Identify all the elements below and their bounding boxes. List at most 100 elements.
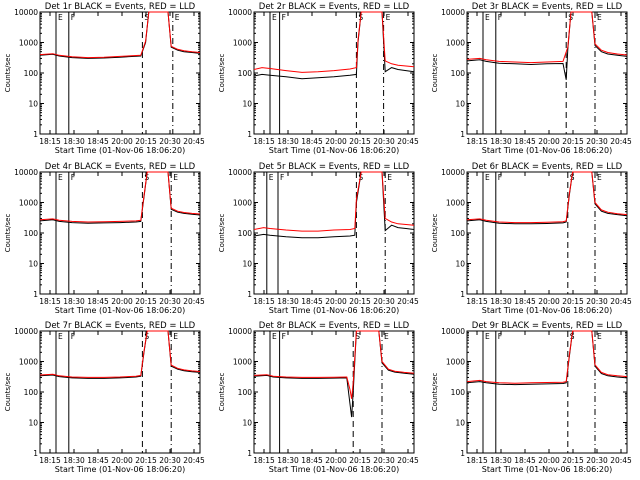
event-marker-letter: F <box>498 13 502 22</box>
y-tick-label: 1 <box>33 449 38 458</box>
y-tick-label: 1 <box>460 290 465 299</box>
x-tick-label: 18:30 <box>277 297 299 306</box>
x-tick-label: 20:45 <box>610 456 632 465</box>
x-tick-label: 20:30 <box>586 137 608 146</box>
event-marker-letter: E <box>272 13 277 22</box>
plot-frame <box>39 330 201 454</box>
event-marker-letter: F <box>498 332 502 341</box>
y-tick-label: 10 <box>455 419 465 428</box>
series-lld-line <box>253 330 415 399</box>
plot-frame <box>39 171 201 295</box>
y-axis-label: Counts/sec <box>218 373 226 412</box>
y-tick-label: 100 <box>24 388 39 397</box>
panel-title: Det 5r BLACK = Events, RED = LLD <box>259 162 410 172</box>
y-tick-label: 1000 <box>233 39 252 48</box>
chart-panel: Det 8r BLACK = Events, RED = LLD 1 10 100 10… <box>218 321 419 474</box>
event-marker-letter: E <box>173 173 178 182</box>
y-tick-label: 10000 <box>441 168 465 177</box>
event-marker-letter: E <box>387 173 392 182</box>
y-tick-label: 100 <box>451 229 466 238</box>
y-tick-label: 1000 <box>446 199 465 208</box>
x-tick-label: 18:15 <box>39 456 61 465</box>
series-events-line <box>253 330 415 418</box>
series-lld-line <box>39 11 201 59</box>
x-tick-label: 18:45 <box>87 456 109 465</box>
panel-title: Det 3r BLACK = Events, RED = LLD <box>472 2 623 12</box>
event-marker-letter: E <box>173 332 178 341</box>
y-tick-label: 1000 <box>19 39 38 48</box>
y-tick-label: 1000 <box>233 199 252 208</box>
x-tick-label: 20:45 <box>610 137 632 146</box>
y-tick-label: 10 <box>28 419 38 428</box>
y-tick-label: 1000 <box>19 199 38 208</box>
event-marker-letter: F <box>71 173 75 182</box>
series-events-line <box>466 330 628 386</box>
x-tick-label: 20:00 <box>111 297 133 306</box>
series-lld-line <box>253 171 415 232</box>
y-tick-label: 10000 <box>228 8 252 17</box>
chart-panel: Det 7r BLACK = Events, RED = LLD 1 10 100 10… <box>4 321 205 474</box>
event-marker-letter: E <box>485 332 490 341</box>
y-tick-label: 1 <box>460 449 465 458</box>
y-tick-label: 10000 <box>441 327 465 336</box>
event-marker-letter: E <box>58 173 63 182</box>
event-marker-letter: E <box>485 173 490 182</box>
x-tick-label: 20:30 <box>373 456 395 465</box>
x-tick-label: 20:15 <box>562 456 584 465</box>
panel-title: Det 7r BLACK = Events, RED = LLD <box>45 321 196 331</box>
x-tick-label: 18:45 <box>514 137 536 146</box>
x-tick-label: 18:15 <box>253 297 275 306</box>
x-tick-label: 18:45 <box>514 456 536 465</box>
y-tick-label: 10 <box>28 260 38 269</box>
plot-frame <box>466 330 628 454</box>
series-lld-line <box>466 330 628 384</box>
event-marker-letter: F <box>280 173 284 182</box>
x-tick-label: 20:30 <box>586 297 608 306</box>
x-tick-label: 20:15 <box>349 297 371 306</box>
x-tick-label: 18:45 <box>301 137 323 146</box>
x-tick-label: 20:00 <box>538 456 560 465</box>
x-tick-label: 20:15 <box>135 137 157 146</box>
plot-frame <box>466 171 628 295</box>
x-tick-label: 18:15 <box>39 297 61 306</box>
event-marker-letter: E <box>597 13 602 22</box>
x-tick-label: 20:30 <box>373 297 395 306</box>
x-tick-label: 20:45 <box>397 137 419 146</box>
x-tick-label: 18:45 <box>301 297 323 306</box>
x-tick-label: 20:00 <box>538 297 560 306</box>
series-lld-line <box>39 330 201 378</box>
x-tick-label: 20:30 <box>159 137 181 146</box>
panel-title: Det 1r BLACK = Events, RED = LLD <box>45 2 196 12</box>
series-events-line <box>466 11 628 80</box>
y-tick-label: 1 <box>247 449 252 458</box>
event-marker-letter: E <box>58 332 63 341</box>
x-axis-label: Start Time (01-Nov-06 18:06:20) <box>55 306 185 315</box>
x-tick-label: 18:15 <box>253 456 275 465</box>
chart-panel: Det 5r BLACK = Events, RED = LLD 1 10 100 10… <box>218 162 419 315</box>
y-tick-label: 10000 <box>14 327 38 336</box>
plot-frame <box>253 330 415 454</box>
x-tick-label: 20:00 <box>538 137 560 146</box>
x-tick-label: 20:15 <box>349 137 371 146</box>
x-tick-label: 20:15 <box>135 456 157 465</box>
y-tick-label: 100 <box>24 229 39 238</box>
x-tick-label: 20:15 <box>562 297 584 306</box>
y-tick-label: 1 <box>247 290 252 299</box>
y-axis-label: Counts/sec <box>431 214 439 253</box>
y-tick-label: 10 <box>455 100 465 109</box>
y-axis-label: Counts/sec <box>218 54 226 93</box>
series-events-line <box>253 11 415 80</box>
y-tick-label: 1 <box>247 130 252 139</box>
y-tick-label: 1000 <box>19 358 38 367</box>
x-tick-label: 20:45 <box>183 297 205 306</box>
event-marker-letter: S <box>144 13 149 22</box>
event-marker-letter: F <box>71 13 75 22</box>
event-marker-letter: E <box>58 13 63 22</box>
chart-panel: Det 6r BLACK = Events, RED = LLD 1 10 100 10… <box>431 162 632 315</box>
x-axis-label: Start Time (01-Nov-06 18:06:20) <box>482 306 612 315</box>
x-tick-label: 20:15 <box>349 456 371 465</box>
y-tick-label: 10000 <box>228 168 252 177</box>
x-tick-label: 18:15 <box>466 137 488 146</box>
y-tick-label: 1000 <box>446 358 465 367</box>
y-tick-label: 100 <box>238 229 253 238</box>
